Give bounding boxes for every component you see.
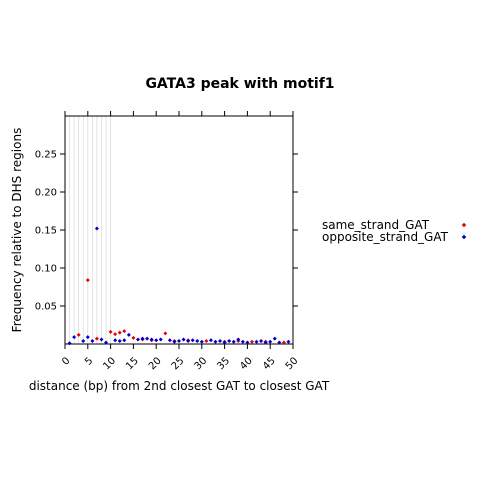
x-tick-label: 20 xyxy=(147,355,164,372)
data-point xyxy=(90,338,95,343)
data-point xyxy=(76,332,81,337)
y-tick-label: 0.20 xyxy=(35,188,57,199)
y-axis-label: Frequency relative to DHS regions xyxy=(10,128,24,333)
y-tick-label: 0.25 xyxy=(35,150,57,161)
data-point xyxy=(249,339,254,344)
data-point xyxy=(227,338,232,343)
x-axis-ticks: 0 5 10 15 20 25 30 35 40 45 50 xyxy=(60,111,301,372)
legend-marker xyxy=(461,234,467,240)
data-point xyxy=(113,338,118,343)
data-point xyxy=(117,330,122,335)
data-point xyxy=(81,338,86,343)
data-point xyxy=(186,338,191,343)
data-point xyxy=(286,339,291,344)
data-point xyxy=(72,335,77,340)
y-tick-label: 0.15 xyxy=(35,226,57,237)
data-point xyxy=(236,337,241,342)
data-point xyxy=(245,340,250,345)
data-point xyxy=(259,338,264,343)
data-point xyxy=(272,336,277,341)
data-point xyxy=(263,340,268,345)
data-point xyxy=(222,340,227,345)
x-tick-label: 50 xyxy=(284,355,301,372)
x-tick-label: 30 xyxy=(193,355,210,372)
legend-label: opposite_strand_GAT xyxy=(322,230,449,244)
data-point xyxy=(277,340,282,345)
x-axis-label: distance (bp) from 2nd closest GAT to cl… xyxy=(29,379,330,393)
data-point xyxy=(94,336,99,341)
data-point xyxy=(195,338,200,343)
data-point xyxy=(108,329,113,334)
plot-area: 0 5 10 15 20 25 30 35 40 45 50 0.05 0.10 0.15 0.20 0.2… xyxy=(35,111,301,372)
y-tick-label: 0.05 xyxy=(35,302,57,313)
legend-label: same_strand_GAT xyxy=(322,218,430,232)
data-point xyxy=(208,338,213,343)
data-point xyxy=(131,335,136,340)
vertical-gridlines xyxy=(69,116,111,344)
chart-title: GATA3 peak with motif1 xyxy=(145,76,334,92)
x-tick-label: 0 xyxy=(60,355,72,367)
x-tick-label: 35 xyxy=(215,355,232,372)
data-point xyxy=(231,339,236,344)
data-point xyxy=(99,337,104,342)
data-point xyxy=(113,332,118,337)
data-point xyxy=(213,339,218,344)
x-tick-label: 10 xyxy=(101,355,118,372)
data-point xyxy=(177,338,181,343)
data-point xyxy=(181,337,186,342)
data-point xyxy=(281,340,286,345)
x-tick-label: 25 xyxy=(170,355,187,372)
data-point xyxy=(163,331,168,336)
data-point xyxy=(240,339,245,344)
x-tick-label: 5 xyxy=(83,355,95,367)
x-tick-label: 40 xyxy=(238,355,255,372)
data-point xyxy=(67,341,72,346)
data-point xyxy=(126,332,131,337)
data-point xyxy=(190,338,195,343)
data-point xyxy=(167,338,172,343)
data-point xyxy=(122,338,127,343)
data-point xyxy=(140,336,145,341)
data-point xyxy=(254,339,259,344)
series-same_strand_GAT xyxy=(76,278,286,345)
plot-frame xyxy=(64,115,294,345)
data-point xyxy=(149,337,154,342)
series-opposite_strand_GAT xyxy=(67,226,291,346)
data-point xyxy=(268,339,273,344)
data-point xyxy=(94,226,99,231)
data-point xyxy=(172,339,177,344)
data-point xyxy=(104,340,109,345)
data-point xyxy=(122,329,127,334)
y-axis-ticks: 0.05 0.10 0.15 0.20 0.25 xyxy=(35,150,298,313)
data-point xyxy=(218,338,223,343)
data-points xyxy=(67,226,291,346)
data-point xyxy=(85,278,90,283)
y-tick-label: 0.10 xyxy=(35,264,57,275)
data-point xyxy=(199,339,204,344)
data-point xyxy=(85,335,90,340)
legend-marker xyxy=(461,222,467,228)
x-tick-label: 15 xyxy=(124,355,141,372)
data-point xyxy=(158,337,163,342)
data-point xyxy=(204,338,209,343)
data-point xyxy=(154,338,159,343)
data-point xyxy=(145,336,150,341)
data-point xyxy=(135,337,140,342)
x-tick-label: 45 xyxy=(261,355,278,372)
data-point xyxy=(117,338,122,343)
